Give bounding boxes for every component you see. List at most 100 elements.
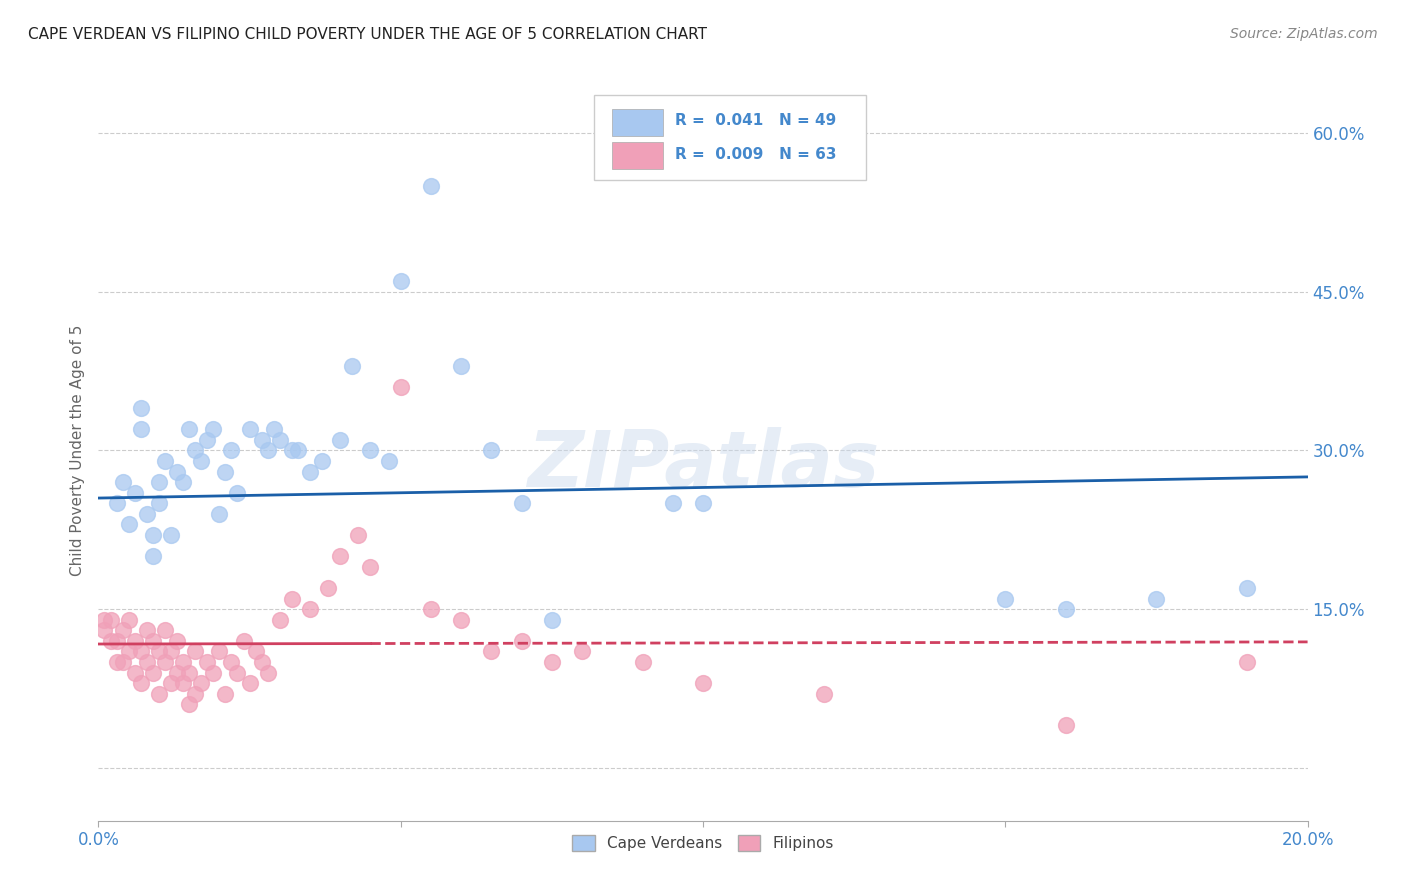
Point: [153, 655, 176, 669]
Point: [111, 475, 134, 490]
Point: [239, 676, 262, 690]
Point: [172, 475, 194, 490]
Point: [179, 422, 201, 436]
Point: [160, 676, 183, 690]
Point: [129, 644, 152, 658]
Point: [184, 644, 207, 658]
Point: [148, 644, 170, 658]
Point: [202, 665, 225, 680]
Point: [118, 613, 141, 627]
Text: CAPE VERDEAN VS FILIPINO CHILD POVERTY UNDER THE AGE OF 5 CORRELATION CHART: CAPE VERDEAN VS FILIPINO CHILD POVERTY U…: [28, 27, 707, 42]
Point: [179, 698, 201, 712]
Point: [692, 676, 714, 690]
Point: [172, 655, 194, 669]
Point: [111, 655, 134, 669]
Point: [214, 465, 236, 479]
Point: [142, 549, 165, 564]
Point: [299, 465, 322, 479]
Point: [571, 644, 593, 658]
Point: [142, 528, 165, 542]
Point: [135, 507, 157, 521]
Point: [994, 591, 1017, 606]
Point: [360, 559, 382, 574]
Point: [239, 422, 262, 436]
Point: [360, 443, 382, 458]
Point: [510, 633, 533, 648]
Point: [389, 380, 412, 394]
Point: [269, 433, 291, 447]
Point: [287, 443, 309, 458]
Point: [160, 528, 183, 542]
Point: [105, 496, 128, 510]
Point: [135, 624, 157, 638]
Point: [93, 613, 115, 627]
Point: [129, 422, 152, 436]
Point: [184, 443, 207, 458]
FancyBboxPatch shape: [595, 95, 866, 180]
Point: [661, 496, 683, 510]
Point: [202, 422, 225, 436]
Point: [142, 633, 165, 648]
Legend: Cape Verdeans, Filipinos: Cape Verdeans, Filipinos: [565, 830, 841, 857]
Point: [510, 496, 533, 510]
Point: [420, 602, 443, 616]
Point: [190, 454, 212, 468]
Point: [124, 633, 146, 648]
Point: [281, 591, 304, 606]
Point: [540, 613, 562, 627]
Point: [232, 633, 254, 648]
Text: R =  0.041   N = 49: R = 0.041 N = 49: [675, 113, 837, 128]
Text: ZIPatlas: ZIPatlas: [527, 427, 879, 503]
Point: [813, 687, 835, 701]
Point: [184, 687, 207, 701]
Point: [166, 665, 188, 680]
Point: [221, 655, 243, 669]
Point: [281, 443, 304, 458]
Point: [153, 454, 176, 468]
FancyBboxPatch shape: [613, 109, 664, 136]
Point: [250, 433, 273, 447]
Point: [105, 655, 128, 669]
Point: [631, 655, 654, 669]
Point: [135, 655, 157, 669]
Point: [311, 454, 333, 468]
Point: [148, 496, 170, 510]
Point: [142, 665, 165, 680]
Point: [208, 644, 231, 658]
Point: [1144, 591, 1167, 606]
Point: [226, 485, 249, 500]
Point: [195, 433, 218, 447]
Point: [166, 633, 188, 648]
Point: [221, 443, 243, 458]
Y-axis label: Child Poverty Under the Age of 5: Child Poverty Under the Age of 5: [69, 325, 84, 576]
Point: [190, 676, 212, 690]
Point: [153, 624, 176, 638]
Point: [263, 422, 285, 436]
Point: [148, 475, 170, 490]
Point: [129, 676, 152, 690]
Point: [148, 687, 170, 701]
Point: [129, 401, 152, 416]
Text: R =  0.009   N = 63: R = 0.009 N = 63: [675, 147, 837, 161]
Point: [111, 624, 134, 638]
Point: [269, 613, 291, 627]
Point: [450, 359, 472, 373]
Point: [160, 644, 183, 658]
Point: [226, 665, 249, 680]
Point: [256, 443, 278, 458]
Point: [172, 676, 194, 690]
Point: [1054, 602, 1077, 616]
Point: [105, 633, 128, 648]
Point: [420, 179, 443, 194]
Point: [214, 687, 236, 701]
FancyBboxPatch shape: [613, 143, 664, 169]
Point: [481, 443, 503, 458]
Point: [450, 613, 472, 627]
Point: [118, 644, 141, 658]
Point: [179, 665, 201, 680]
Point: [329, 433, 352, 447]
Point: [166, 465, 188, 479]
Point: [377, 454, 399, 468]
Point: [692, 496, 714, 510]
Point: [124, 485, 146, 500]
